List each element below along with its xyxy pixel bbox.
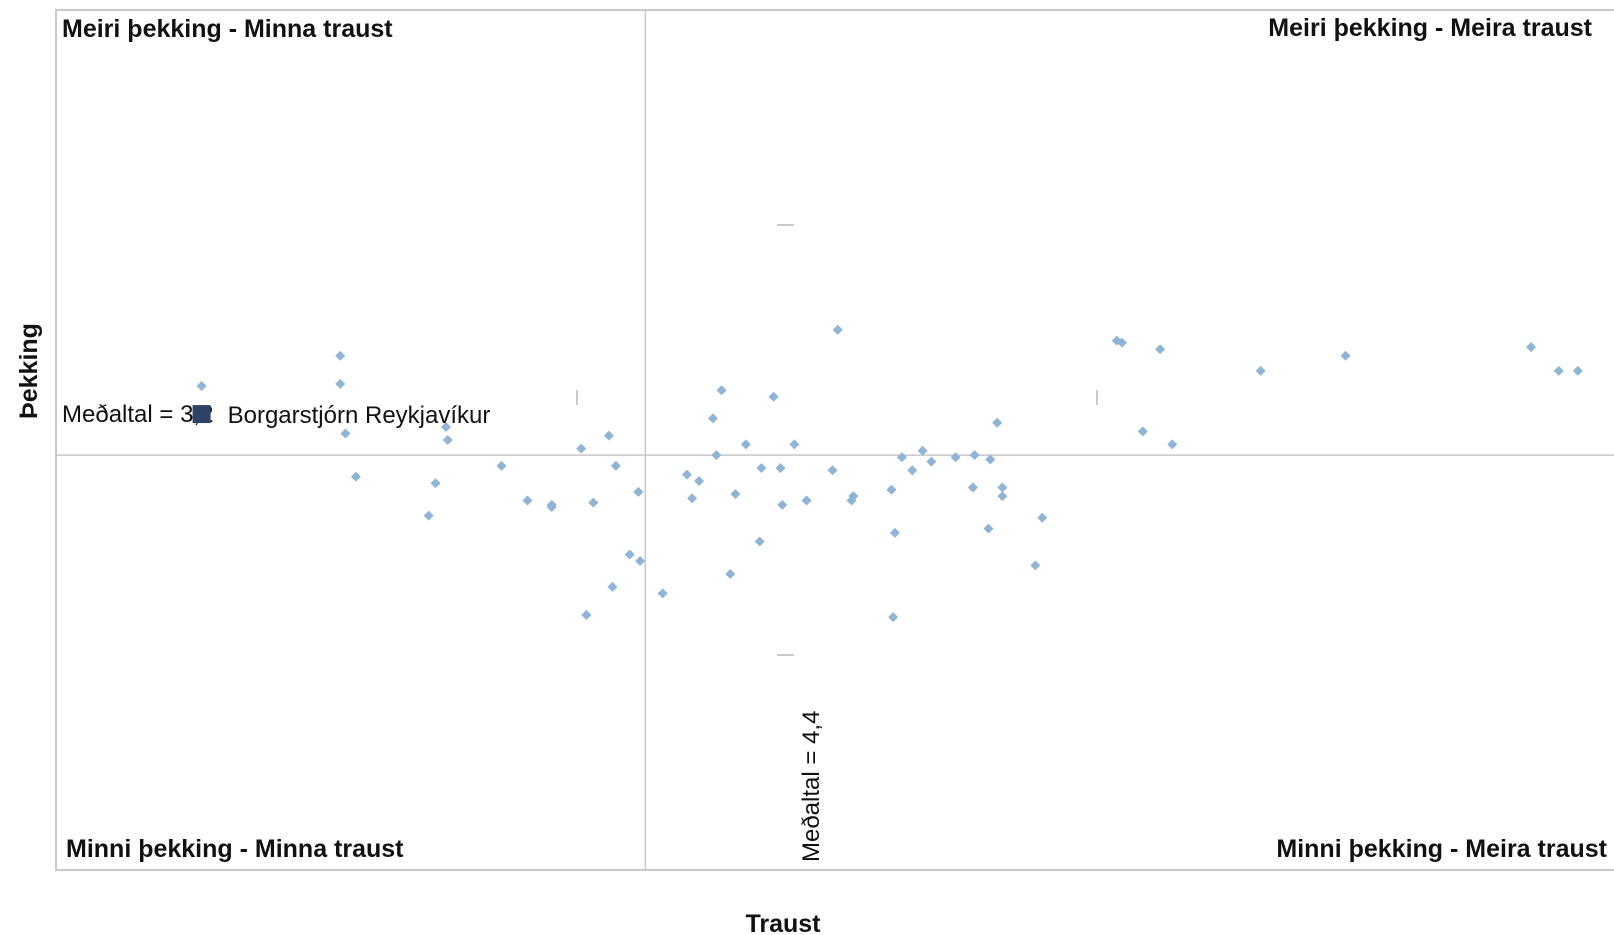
data-point	[789, 439, 800, 450]
x-mean-label: Meðaltal = 4,4	[798, 711, 825, 862]
data-point	[633, 486, 644, 497]
x-axis-title: Traust	[745, 910, 821, 935]
data-point	[423, 510, 434, 521]
data-point	[997, 491, 1008, 502]
data-point	[707, 413, 718, 424]
data-point	[827, 465, 838, 476]
data-point	[768, 391, 779, 402]
data-point	[985, 454, 996, 465]
data-point	[581, 610, 592, 621]
data-point	[441, 422, 451, 433]
data-point	[711, 450, 722, 461]
data-point	[756, 463, 767, 474]
data-point	[1167, 439, 1178, 450]
data-point	[801, 495, 812, 506]
data-point	[917, 445, 928, 456]
data-point	[1117, 337, 1127, 348]
data-point	[754, 536, 765, 547]
data-point	[907, 465, 918, 476]
data-point	[1572, 365, 1583, 376]
data-point	[576, 443, 587, 454]
data-point	[610, 460, 621, 471]
data-point	[888, 612, 899, 623]
data-points	[196, 324, 1583, 623]
data-point	[350, 471, 361, 482]
data-point	[730, 489, 741, 500]
data-point	[1255, 365, 1266, 376]
data-point	[775, 463, 786, 474]
highlight-marker	[192, 405, 211, 424]
data-point	[657, 588, 668, 599]
quadrant-label-top-left: Meiri þekking - Minna traust	[62, 15, 393, 43]
data-point	[896, 452, 907, 463]
quadrant-label-bottom-right: Minni þekking - Meira traust	[1276, 835, 1607, 863]
data-point	[588, 497, 599, 508]
data-point	[1155, 344, 1166, 355]
data-point	[950, 452, 961, 463]
data-point	[196, 380, 207, 391]
quadrant-label-top-right: Meiri þekking - Meira traust	[1268, 14, 1592, 42]
data-point	[1526, 342, 1537, 353]
data-point	[1137, 426, 1148, 437]
y-axis-title: Þekking	[15, 323, 43, 419]
data-point	[1340, 350, 1351, 361]
plot-frame	[55, 9, 1614, 871]
data-point	[725, 568, 736, 579]
data-point	[1030, 560, 1041, 571]
data-point	[832, 324, 843, 335]
data-point	[997, 482, 1008, 493]
data-point	[983, 523, 994, 534]
data-point	[603, 430, 614, 441]
data-point	[926, 456, 937, 467]
data-point	[967, 482, 978, 493]
data-point	[340, 428, 351, 439]
data-point	[546, 499, 557, 510]
data-point	[992, 417, 1003, 428]
data-point	[607, 581, 618, 592]
data-point	[777, 499, 788, 510]
data-point	[635, 556, 646, 567]
data-point	[681, 469, 692, 480]
data-point	[694, 476, 705, 487]
data-point	[430, 478, 441, 489]
data-point	[889, 527, 900, 538]
data-point	[848, 491, 859, 502]
data-point	[335, 378, 346, 389]
quadrant-label-bottom-left: Minni þekking - Minna traust	[66, 835, 404, 863]
data-point	[687, 493, 698, 504]
y-mean-label: Meðaltal = 3,2	[62, 401, 213, 428]
data-point	[1037, 512, 1048, 523]
data-point	[740, 439, 751, 450]
data-point	[442, 435, 453, 445]
data-point	[624, 549, 635, 560]
data-point	[335, 350, 346, 361]
data-point	[496, 460, 507, 471]
data-point	[969, 450, 980, 461]
data-point	[522, 495, 533, 506]
data-point	[1553, 365, 1564, 376]
highlight-label: Borgarstjórn Reykjavíkur	[228, 402, 491, 429]
data-point	[716, 385, 727, 396]
data-point	[886, 484, 897, 495]
